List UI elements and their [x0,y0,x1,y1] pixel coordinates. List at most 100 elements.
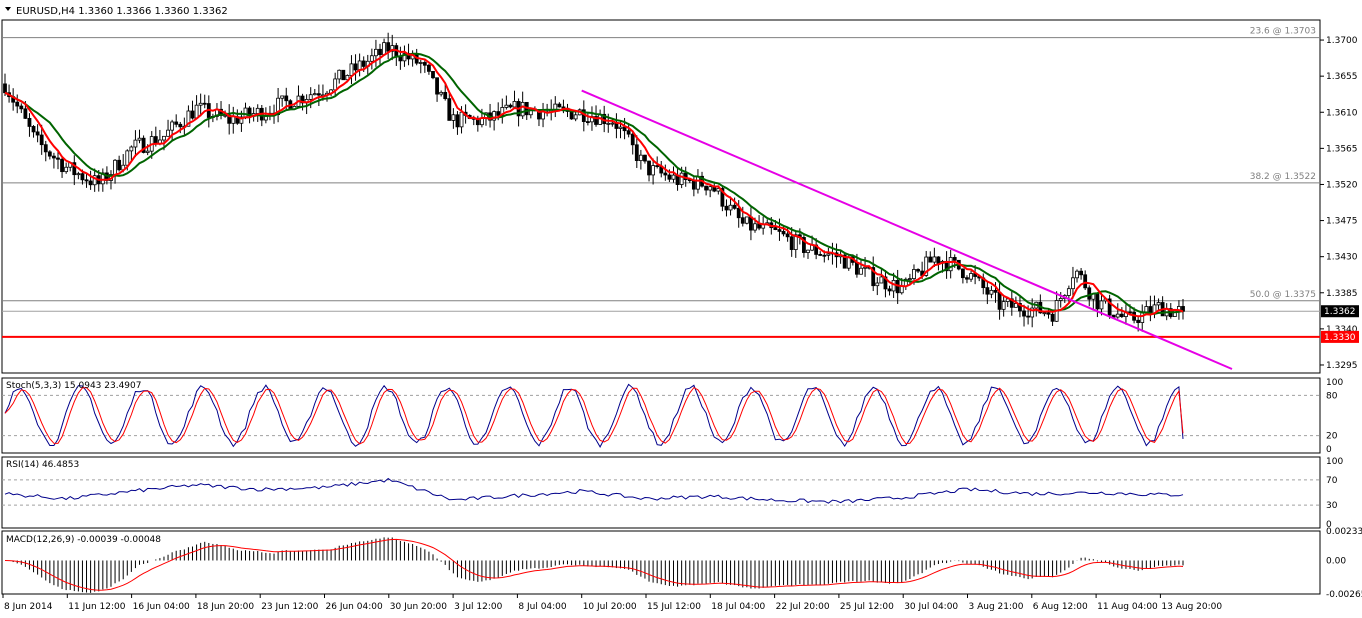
candle-body [928,256,933,263]
candle-body [56,157,60,160]
candle-body [875,282,880,287]
candle-body [744,216,749,224]
candle-body [422,62,427,66]
candle-body [1087,287,1092,300]
time-tick-label: 6 Aug 12:00 [1033,602,1088,612]
candle-body [202,102,207,105]
candle-body [72,162,77,176]
candle-body [255,107,260,114]
candle-body [1009,298,1014,308]
candle-body [1119,313,1124,317]
candle-body [60,158,64,173]
candle-body [337,69,342,80]
candle-body [504,104,509,108]
time-tick-label: 8 Jun 2014 [4,602,53,612]
candle-body [785,233,790,238]
candle-body [924,256,929,276]
indicator-tick-label: 20 [1326,432,1338,442]
indicator-tick-label: 30 [1326,501,1338,511]
candle-body [84,179,89,182]
candle-body [651,165,656,176]
candle-body [643,154,647,162]
candle-body [618,126,623,129]
candle-body [1042,312,1047,315]
candle-body [35,131,40,136]
candle-body [671,174,676,180]
candle-body [186,110,191,127]
price-tick-label: 1.3610 [1326,108,1358,118]
macd-panel: 0.00233 0.00 -0.00265 [4,527,1362,600]
candle-body [431,70,435,79]
candle-body [451,114,456,121]
candle-body [1026,315,1031,318]
candle-body [952,257,957,261]
time-tick-label: 3 Aug 21:00 [969,602,1024,612]
candle-body [492,111,497,121]
time-tick-label: 18 Jun 20:00 [197,602,254,612]
candle-body [31,126,36,133]
candle-body [43,144,48,153]
candle-body [280,95,285,99]
candle-body [76,173,81,176]
price-tick-label: 1.3700 [1326,36,1358,46]
candle-body [435,77,439,95]
candle-body [1144,306,1149,313]
candle-body [1030,307,1035,318]
candle-body [989,289,994,295]
time-tick-label: 30 Jul 04:00 [904,602,958,612]
candle-body [1046,312,1051,315]
collapse-triangle-icon[interactable] [5,7,11,11]
candle-body [826,253,831,256]
candle-body [133,139,138,148]
candle-body [141,137,146,153]
candle-body [361,60,366,67]
candle-body [1001,301,1006,310]
time-tick-label: 30 Jun 20:00 [390,602,447,612]
price-tick-label: 1.3520 [1326,180,1358,190]
candle-body [891,279,896,292]
indicator-tick-label: 100 [1326,457,1343,467]
candle-body [753,223,757,231]
slow-moving-average [4,52,1184,315]
stoch-main-line [4,383,1184,448]
candle-body [679,172,684,185]
candle-body [19,105,24,110]
stoch-signal-line [4,386,1184,445]
candle-body [1018,303,1022,312]
panel-frames [1,19,1321,595]
stochastic-panel: 100 80 20 0 [2,378,1343,455]
candle-body [145,150,150,153]
candle-body [969,273,973,280]
candle-body [871,267,876,287]
candle-body [374,48,378,57]
candle-body [1050,313,1055,322]
candle-body [822,254,827,257]
macd-tick-label: -0.00265 [1326,590,1362,600]
candle-body [855,262,859,275]
candle-body [1058,298,1063,301]
candle-body [1136,319,1141,323]
candle-body [569,111,574,120]
trendline [581,89,1233,370]
price-tick-label: 1.3475 [1326,217,1358,227]
price-tick-label: 1.3295 [1326,361,1358,371]
indicator-tick-label: 100 [1326,378,1343,388]
candle-body [594,116,598,125]
candle-body [667,174,672,180]
candle-body [333,78,338,91]
current-price-tag-label: 1.3362 [1324,307,1356,317]
macd-signal-line [4,538,1184,591]
macd-label: MACD(12,26,9) -0.00039 -0.00048 [6,535,161,545]
candle-body [117,159,122,171]
support-price-tag [1321,330,1359,343]
candle-body [818,254,823,256]
candle-body [386,42,391,52]
candle-body [879,276,884,284]
candle-body [1075,270,1079,279]
candle-body [1095,293,1100,310]
candle-body [439,91,444,95]
candle-body [899,285,904,294]
macd-tick-label: 0.00233 [1326,527,1362,537]
